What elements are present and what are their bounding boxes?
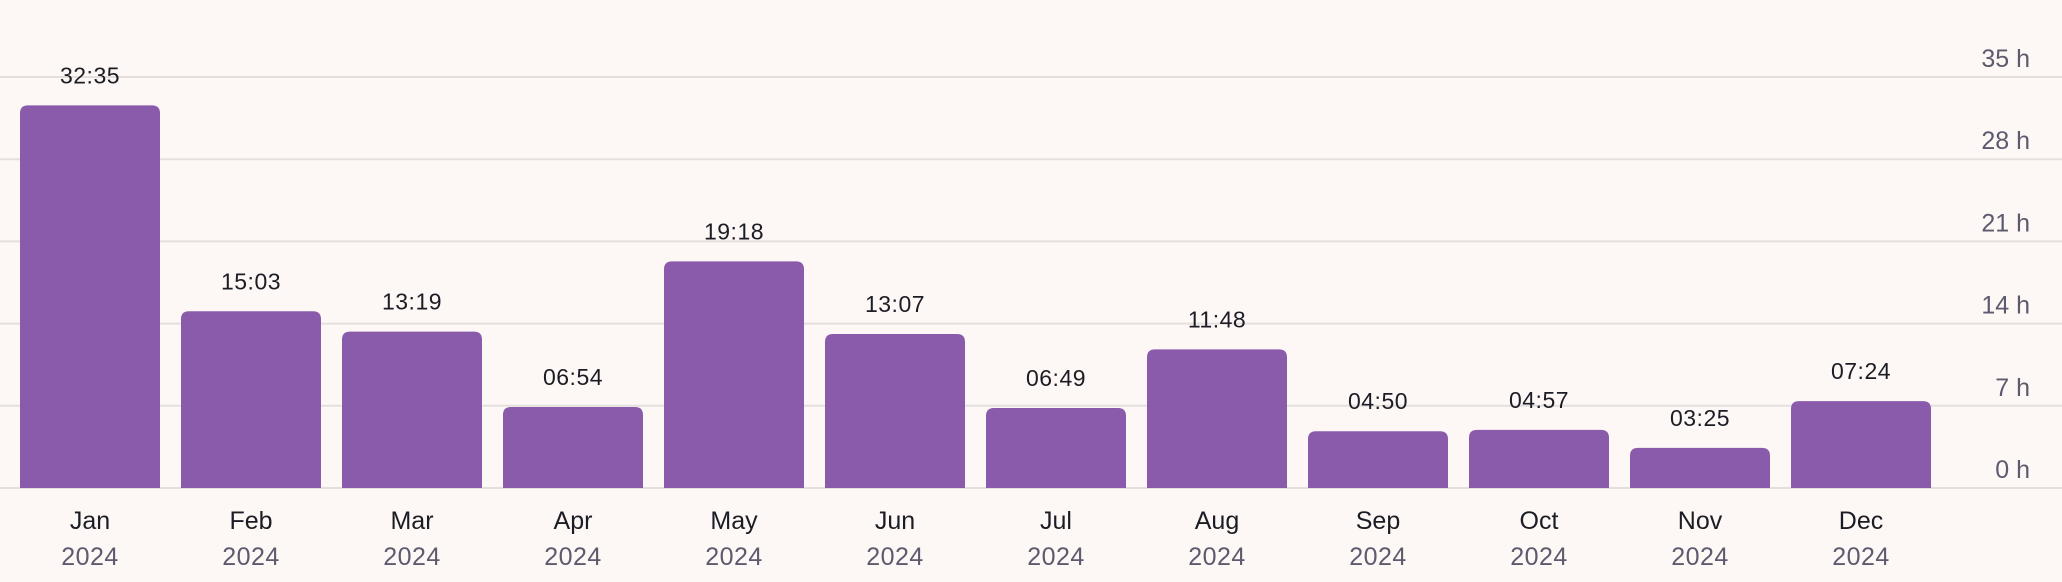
- x-tick-label-year: 2024: [1027, 543, 1085, 571]
- x-tick-label-month: Mar: [390, 507, 433, 535]
- bar-jul[interactable]: [986, 407, 1126, 488]
- bar-nov[interactable]: [1630, 447, 1770, 488]
- bar-apr[interactable]: [503, 406, 643, 488]
- x-tick-label-year: 2024: [544, 543, 602, 571]
- x-tick-label-year: 2024: [383, 543, 441, 571]
- x-tick-label-month: May: [710, 507, 758, 535]
- y-tick-label: 21 h: [1981, 209, 2030, 237]
- bar-aug[interactable]: [1147, 349, 1287, 488]
- label-layer: 32:35 Jan 2024 15:03 Feb 2024 13:19 Mar 2024 06:5…: [60, 62, 1891, 571]
- x-tick-label-year: 2024: [61, 543, 119, 571]
- y-tick-label: 7 h: [1995, 374, 2030, 402]
- x-tick-label-month: Jul: [1040, 507, 1072, 535]
- x-tick-label-month: Nov: [1678, 507, 1723, 535]
- y-tick-label: 28 h: [1981, 127, 2030, 155]
- bar-may[interactable]: [664, 261, 804, 488]
- y-tick-label: 35 h: [1981, 45, 2030, 73]
- value-label: 06:49: [1026, 365, 1086, 391]
- value-label: 04:50: [1348, 388, 1408, 414]
- value-label: 13:19: [382, 289, 442, 315]
- x-tick-label-year: 2024: [1349, 543, 1407, 571]
- y-axis: 0 h 7 h 14 h 21 h 28 h 35 h: [1981, 45, 2030, 484]
- x-tick-label-month: Dec: [1839, 507, 1883, 535]
- x-tick-label-month: Jun: [875, 507, 915, 535]
- value-label: 06:54: [543, 364, 603, 390]
- bar-layer: [20, 105, 1931, 489]
- x-tick-label-year: 2024: [1510, 543, 1568, 571]
- x-tick-label-month: Aug: [1195, 507, 1239, 535]
- x-tick-label-month: Oct: [1520, 507, 1559, 535]
- value-label: 15:03: [221, 268, 281, 294]
- x-tick-label-year: 2024: [1188, 543, 1246, 571]
- x-tick-label-year: 2024: [1832, 543, 1890, 571]
- x-tick-label-year: 2024: [1671, 543, 1729, 571]
- bar-dec[interactable]: [1791, 401, 1931, 488]
- value-label: 03:25: [1670, 405, 1730, 431]
- value-label: 19:18: [704, 218, 764, 244]
- x-tick-label-year: 2024: [866, 543, 924, 571]
- x-tick-label-month: Sep: [1356, 507, 1400, 535]
- x-tick-label-month: Apr: [554, 507, 593, 535]
- x-tick-label-month: Feb: [229, 507, 272, 535]
- y-tick-label: 0 h: [1995, 456, 2030, 484]
- bar-jan[interactable]: [20, 105, 160, 489]
- x-tick-label-year: 2024: [705, 543, 763, 571]
- value-label: 04:57: [1509, 387, 1569, 413]
- bar-mar[interactable]: [342, 331, 482, 488]
- value-label: 32:35: [60, 62, 120, 88]
- bar-feb[interactable]: [181, 311, 321, 488]
- value-label: 11:48: [1188, 306, 1246, 332]
- value-label: 13:07: [865, 291, 925, 317]
- bar-jun[interactable]: [825, 333, 965, 488]
- x-tick-label-month: Jan: [70, 507, 110, 535]
- bar-oct[interactable]: [1469, 429, 1609, 488]
- y-tick-label: 14 h: [1981, 292, 2030, 320]
- value-label: 07:24: [1831, 358, 1891, 384]
- x-tick-label-year: 2024: [222, 543, 280, 571]
- bar-sep[interactable]: [1308, 431, 1448, 488]
